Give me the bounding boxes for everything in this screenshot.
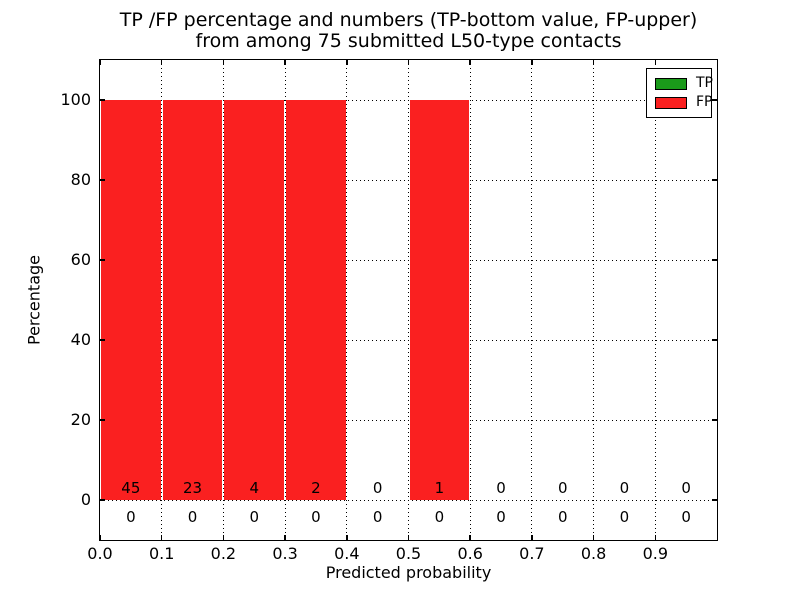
y-tick-mark-left: [100, 339, 105, 341]
x-tick-label: 0.7: [519, 544, 545, 563]
fp-bar: [286, 100, 346, 500]
gridline-v: [531, 60, 533, 540]
fp-legend-swatch: [655, 96, 687, 109]
tp-count-label: 0: [619, 508, 630, 526]
y-tick-label: 0: [80, 490, 91, 509]
y-tick-label: 40: [70, 330, 91, 349]
x-tick-mark-top: [469, 60, 471, 65]
fp-count-label: 0: [372, 479, 383, 497]
x-tick-label: 0.1: [148, 544, 175, 563]
y-tick-mark-right: [712, 259, 717, 261]
chart-title: TP /FP percentage and numbers (TP-bottom…: [100, 10, 717, 52]
fp-legend-label: FP: [696, 94, 713, 110]
x-tick-label: 0.8: [580, 544, 607, 563]
x-tick-mark-bottom: [531, 535, 533, 540]
plot-area: 0 20 40 60 80 100 0.0 0.1 0.2 0.3 0.4 0.5 0.6 0.7 0.8 0…: [60, 59, 718, 563]
y-tick-mark-left: [100, 499, 105, 501]
tp-legend-label: TP: [696, 75, 713, 91]
tp-count-label: 0: [557, 508, 568, 526]
gridline-v: [161, 60, 163, 540]
x-tick-mark-bottom: [469, 535, 471, 540]
gridline-v: [469, 60, 471, 540]
y-tick-label: 60: [70, 250, 91, 269]
fp-bar: [162, 100, 223, 500]
x-tick-mark-bottom: [407, 535, 410, 540]
fp-count-label: 4: [249, 479, 260, 497]
gridline-v: [593, 60, 595, 540]
x-tick-mark-top: [222, 60, 225, 65]
y-tick-mark-right: [712, 339, 717, 341]
tp-count-label: 0: [311, 508, 321, 526]
tp-count-label: 0: [372, 508, 383, 526]
legend-item-fp: FP: [655, 93, 713, 112]
fp-bar: [224, 100, 285, 500]
x-tick-mark-bottom: [222, 535, 225, 540]
x-tick-mark-top: [531, 60, 533, 65]
fp-count-label: 0: [681, 479, 691, 497]
y-tick-mark-left: [100, 99, 105, 101]
y-tick-mark-right: [712, 99, 717, 101]
fp-count-label: 0: [496, 479, 506, 497]
y-tick-mark-left: [100, 259, 105, 261]
x-tick-mark-bottom: [160, 535, 163, 540]
gridline-v: [284, 60, 286, 540]
fp-count-label: 2: [311, 479, 321, 497]
y-tick-label: 100: [60, 90, 91, 109]
x-tick-mark-top: [284, 60, 286, 65]
y-tick-mark-right: [712, 499, 717, 501]
legend-item-tp: TP: [655, 74, 713, 93]
fp-count-label: 23: [183, 479, 203, 497]
fp-count-label: 1: [434, 479, 445, 497]
x-tick-mark-top: [160, 60, 163, 65]
x-tick-label: 0.0: [87, 544, 113, 563]
fp-bar: [101, 100, 161, 500]
tp-count-label: 0: [126, 508, 136, 526]
y-tick-label: 20: [70, 410, 91, 429]
tp-count-label: 0: [496, 508, 506, 526]
x-tick-label: 0.9: [642, 544, 669, 563]
x-tick-mark-top: [99, 60, 101, 65]
x-tick-label: 0.6: [457, 544, 483, 563]
x-tick-label: 0.3: [272, 544, 298, 563]
y-tick-mark-left: [100, 179, 105, 181]
chart-title-line1: TP /FP percentage and numbers (TP-bottom…: [119, 9, 698, 31]
x-tick-mark-bottom: [654, 535, 657, 540]
gridline-v: [408, 60, 409, 540]
x-tick-mark-bottom: [99, 535, 101, 540]
x-tick-label: 0.4: [334, 544, 360, 563]
x-tick-label: 0.5: [395, 544, 422, 563]
x-tick-label: 0.2: [210, 544, 237, 563]
x-axis-label: Predicted probability: [325, 563, 492, 582]
x-tick-mark-top: [407, 60, 410, 65]
gridline-v: [222, 60, 224, 540]
y-tick-mark-right: [712, 419, 717, 421]
fp-count-label: 0: [619, 479, 630, 497]
tp-count-label: 0: [249, 508, 260, 526]
tp-count-label: 0: [434, 508, 445, 526]
x-tick-mark-top: [592, 60, 595, 65]
y-tick-label: 80: [70, 170, 91, 189]
x-tick-mark-top: [654, 60, 657, 65]
chart-title-line2: from among 75 submitted L50-type contact…: [195, 30, 622, 52]
fp-bar: [409, 100, 470, 500]
x-tick-mark-top: [346, 60, 348, 65]
tp-count-label: 0: [187, 508, 198, 526]
x-tick-mark-bottom: [592, 535, 595, 540]
legend: TP FP: [646, 68, 713, 118]
y-tick-mark-right: [712, 179, 717, 181]
y-tick-mark-left: [100, 419, 105, 421]
fp-count-label: 45: [121, 479, 141, 497]
x-tick-mark-bottom: [284, 535, 286, 540]
tp-legend-swatch: [655, 77, 687, 90]
gridline-v: [346, 60, 348, 540]
x-tick-mark-bottom: [346, 535, 348, 540]
tp-count-label: 0: [681, 508, 691, 526]
gridline-v: [654, 60, 656, 540]
fp-count-label: 0: [557, 479, 568, 497]
